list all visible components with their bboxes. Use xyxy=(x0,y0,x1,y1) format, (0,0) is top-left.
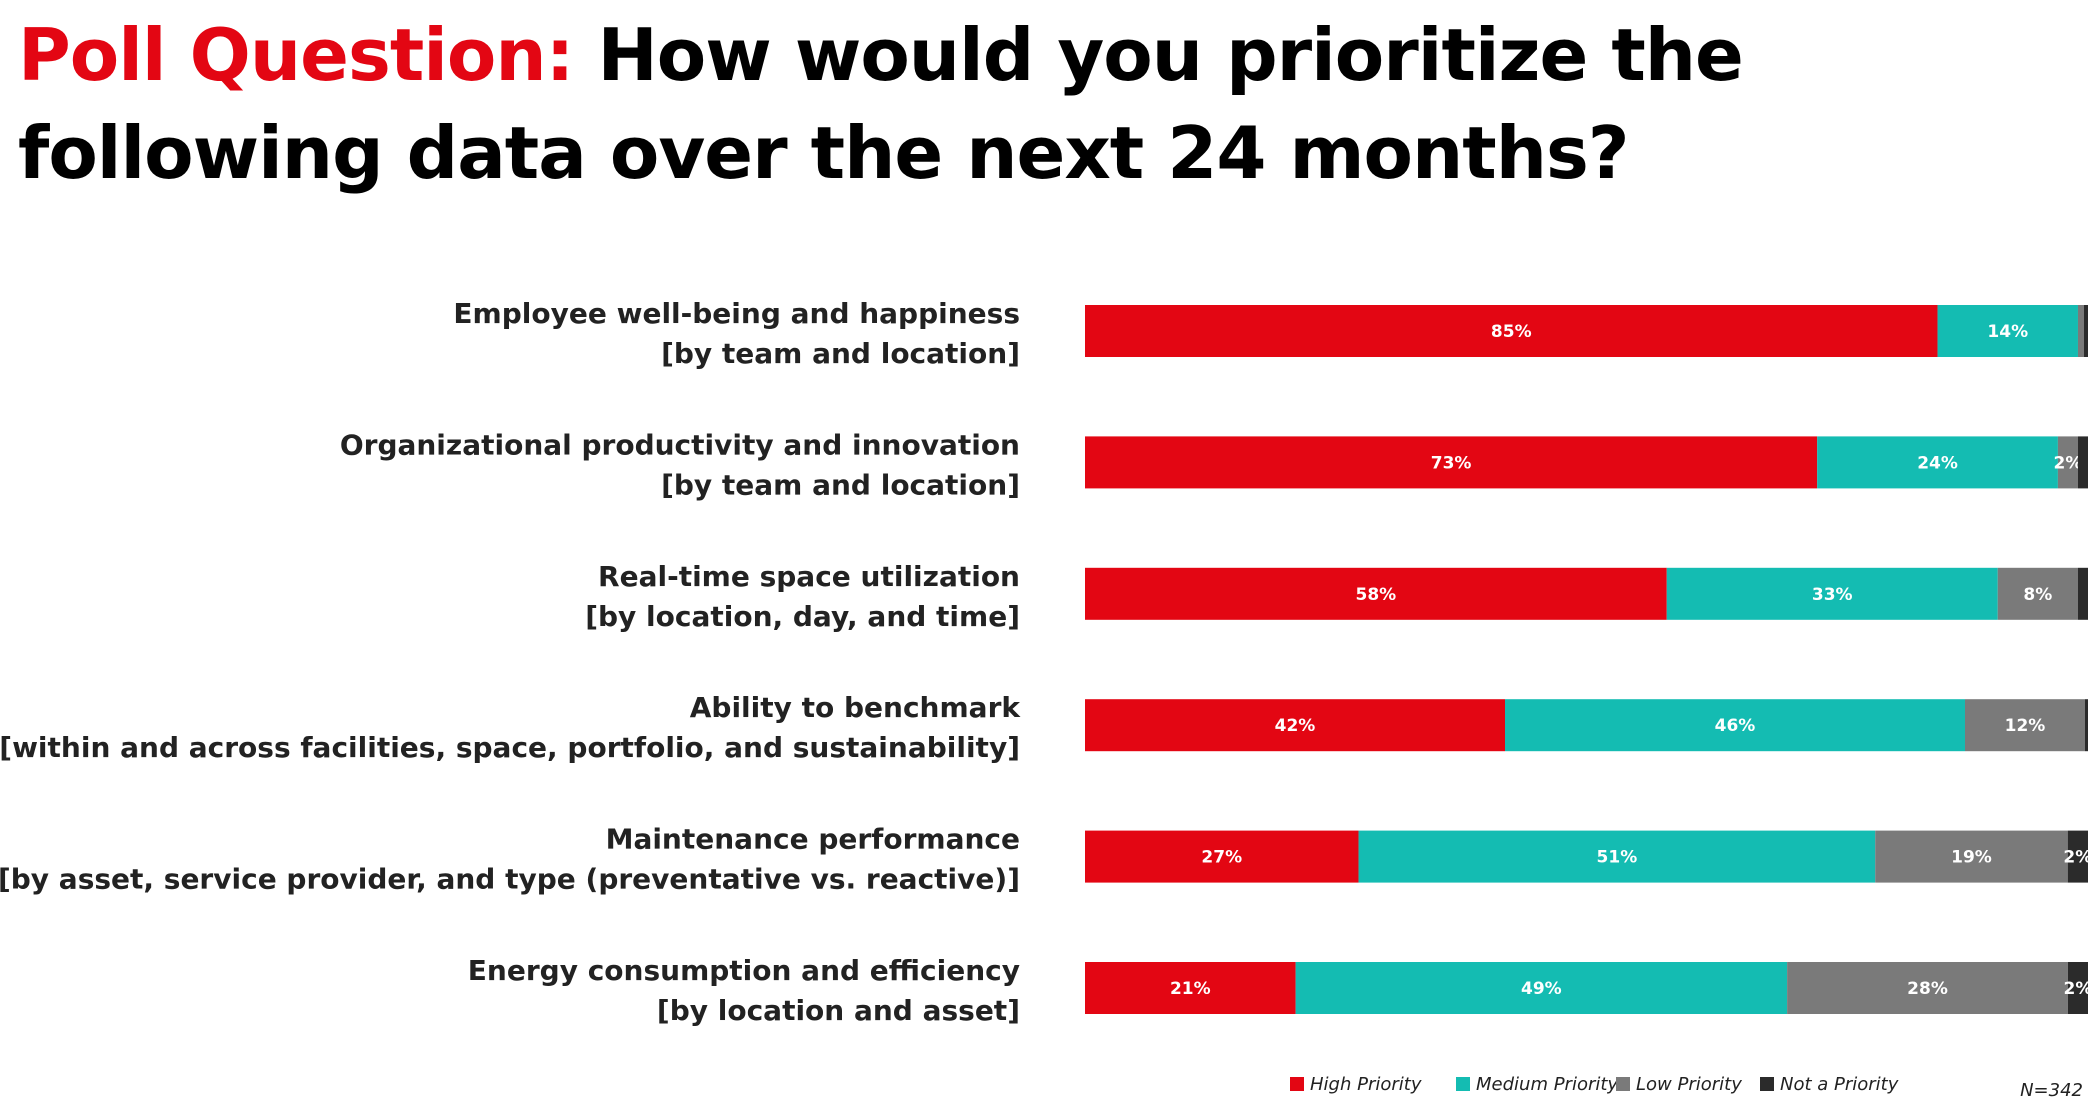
category-labels: Employee well-being and happiness [by tea… xyxy=(0,297,1021,1027)
bar-value-label-4-1: 51% xyxy=(1597,848,1638,868)
bar-segment-4-1 xyxy=(1358,830,1876,883)
bar-segment-4-3 xyxy=(2067,830,2088,883)
category-label-4-line-0: Maintenance performance xyxy=(606,823,1020,856)
bar-segment-2-1 xyxy=(1666,567,1998,620)
bar-value-label-4-0: 27% xyxy=(1201,848,1242,868)
category-label-1-line-0: Organizational productivity and innovati… xyxy=(340,428,1020,461)
legend: High Priority Medium Priority Low Priority… xyxy=(1290,1074,1899,1095)
bar-segment-2-3 xyxy=(2077,567,2088,620)
bar-segment-2-0 xyxy=(1085,567,1667,620)
bar-segment-0-1 xyxy=(1937,305,2078,357)
category-label-2-line-0: Real-time space utilization xyxy=(598,560,1020,593)
bar-segment-1-2 xyxy=(2057,436,2078,489)
bar-value-label-0-0: 85% xyxy=(1491,322,1532,342)
bar-value-label-5-0: 21% xyxy=(1170,979,1211,999)
bar-value-label-0-1: 14% xyxy=(1987,322,2028,342)
legend-label-3: Not a Priority xyxy=(1780,1074,1899,1095)
bar-segment-5-3 xyxy=(2067,962,2088,1014)
legend-swatch-3 xyxy=(1760,1077,1774,1091)
bar-value-label-1-1: 24% xyxy=(1917,453,1958,473)
legend-swatch-1 xyxy=(1456,1077,1470,1091)
bars: 85% 14% 73% 24% 2% 58% 33% 8% 42% 46% 12% 27% 51% 19%… xyxy=(1085,305,2092,1014)
bar-segment-0-0 xyxy=(1085,305,1938,357)
bar-segment-3-0 xyxy=(1085,699,1505,752)
category-label-3-line-1: [within and across facilities, space, po… xyxy=(0,731,1020,764)
legend-label-2: Low Priority xyxy=(1636,1074,1742,1095)
bar-segment-4-0 xyxy=(1085,830,1359,883)
bar-value-label-5-3: 2% xyxy=(2064,979,2093,999)
bar-value-label-5-2: 28% xyxy=(1907,979,1948,999)
category-label-0-line-1: [by team and location] xyxy=(661,337,1020,370)
bar-value-label-5-1: 49% xyxy=(1521,979,1562,999)
bar-segment-1-0 xyxy=(1085,436,1818,489)
bar-segment-3-3 xyxy=(2085,699,2088,752)
bar-segment-1-1 xyxy=(1817,436,2058,489)
category-label-4-line-1: [by asset, service provider, and type (p… xyxy=(0,863,1020,896)
sample-size-note: N=342 xyxy=(2020,1080,2083,1101)
category-label-5-line-0: Energy consumption and efficiency xyxy=(468,954,1020,987)
bar-value-label-3-2: 12% xyxy=(2005,716,2046,736)
bar-segment-5-2 xyxy=(1787,962,2068,1014)
bar-value-label-4-3: 2% xyxy=(2063,848,2092,868)
legend-swatch-0 xyxy=(1290,1077,1304,1091)
bar-value-label-3-0: 42% xyxy=(1275,716,1316,736)
bar-segment-1-3 xyxy=(2077,436,2088,489)
bar-segment-4-2 xyxy=(1875,830,2068,883)
legend-label-0: High Priority xyxy=(1310,1074,1422,1095)
title-prefix: Poll Question: xyxy=(18,13,574,97)
category-label-2-line-1: [by location, day, and time] xyxy=(585,600,1020,633)
bar-segment-2-2 xyxy=(1997,567,2078,620)
category-label-0-line-0: Employee well-being and happiness xyxy=(453,297,1020,330)
category-label-3-line-0: Ability to benchmark xyxy=(690,691,1022,724)
bar-segment-5-1 xyxy=(1295,962,1788,1014)
title-text: How would you prioritize the following d… xyxy=(18,13,1744,195)
legend-swatch-2 xyxy=(1616,1077,1630,1091)
page-title: Poll Question: How would you prioritize … xyxy=(18,6,2078,202)
bar-segment-0-3 xyxy=(2083,305,2088,357)
bar-segment-0-2 xyxy=(2077,305,2084,357)
bar-value-label-2-0: 58% xyxy=(1356,585,1397,605)
bar-segment-3-1 xyxy=(1505,699,1965,752)
bar-value-label-4-2: 19% xyxy=(1951,848,1992,868)
category-label-5-line-1: [by location and asset] xyxy=(657,994,1020,1027)
bar-segment-3-2 xyxy=(1965,699,2085,752)
bar-value-label-3-1: 46% xyxy=(1715,716,1756,736)
bar-value-label-2-1: 33% xyxy=(1812,585,1853,605)
bar-value-label-1-2: 2% xyxy=(2054,453,2083,473)
category-label-1-line-1: [by team and location] xyxy=(661,468,1020,501)
bar-value-label-2-2: 8% xyxy=(2023,585,2052,605)
bar-value-label-1-0: 73% xyxy=(1431,453,1472,473)
legend-label-1: Medium Priority xyxy=(1476,1074,1618,1095)
bar-segment-5-0 xyxy=(1085,962,1296,1014)
